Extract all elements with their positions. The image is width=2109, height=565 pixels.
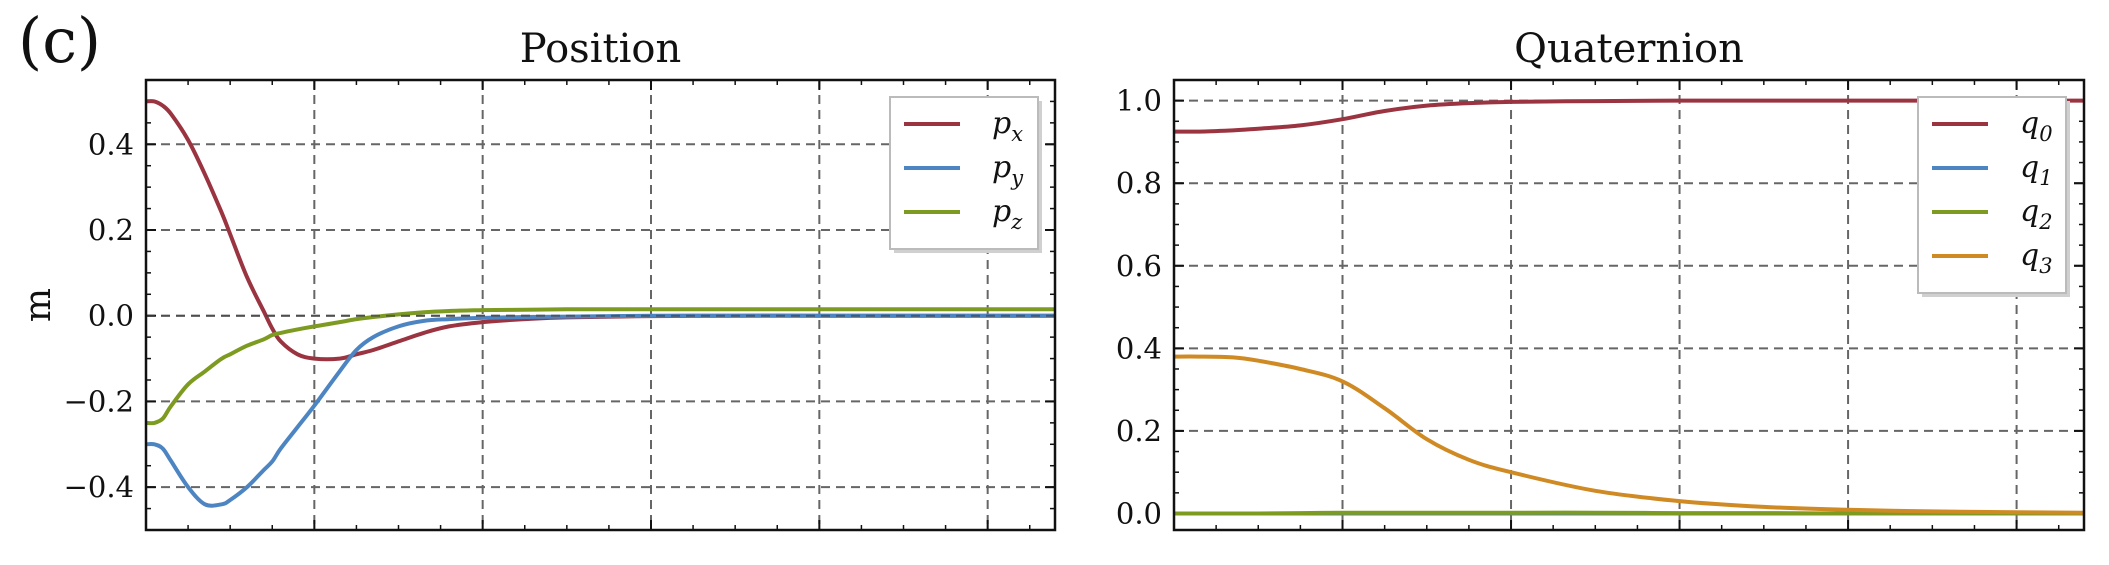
legend-label: q2 xyxy=(2020,194,2053,234)
legend-label: q0 xyxy=(2020,106,2053,146)
legend-label: py xyxy=(992,150,1024,190)
series-line-q0 xyxy=(1174,98,2084,134)
y-tick-label: 0.4 xyxy=(1116,331,1162,365)
y-tick-label: 0.0 xyxy=(88,299,134,333)
y-axis-label: m xyxy=(18,288,59,322)
chart-title: Position xyxy=(520,26,681,72)
y-tick-label: 0.4 xyxy=(88,127,134,161)
series-group xyxy=(146,99,1055,508)
y-tick-label: 1.0 xyxy=(1116,84,1162,118)
panel-label: (c) xyxy=(18,4,101,77)
y-tick-label: 0.6 xyxy=(1116,249,1162,283)
chart-title: Quaternion xyxy=(1514,26,1744,72)
series-line-pz xyxy=(146,307,1055,426)
y-tick-label: 0.0 xyxy=(1116,496,1162,530)
legend-label: q1 xyxy=(2020,150,2053,190)
series-line-py xyxy=(146,313,1055,508)
y-tick-label: 0.2 xyxy=(88,213,134,247)
y-tick-label: −0.4 xyxy=(64,470,134,504)
y-tick-label: 0.2 xyxy=(1116,414,1162,448)
legend-label: px xyxy=(992,106,1023,146)
series-line-q3 xyxy=(1174,354,2084,515)
legend-label: pz xyxy=(992,194,1023,234)
axes-frame xyxy=(1172,78,2086,532)
axes-frame xyxy=(144,78,1057,532)
legend-box xyxy=(1917,96,2067,294)
legend-label: q3 xyxy=(2020,238,2053,278)
y-tick-label: −0.2 xyxy=(64,384,134,418)
series-group xyxy=(1174,98,2084,516)
y-tick-label: 0.8 xyxy=(1116,166,1162,200)
series-line-q2 xyxy=(1174,510,2084,516)
